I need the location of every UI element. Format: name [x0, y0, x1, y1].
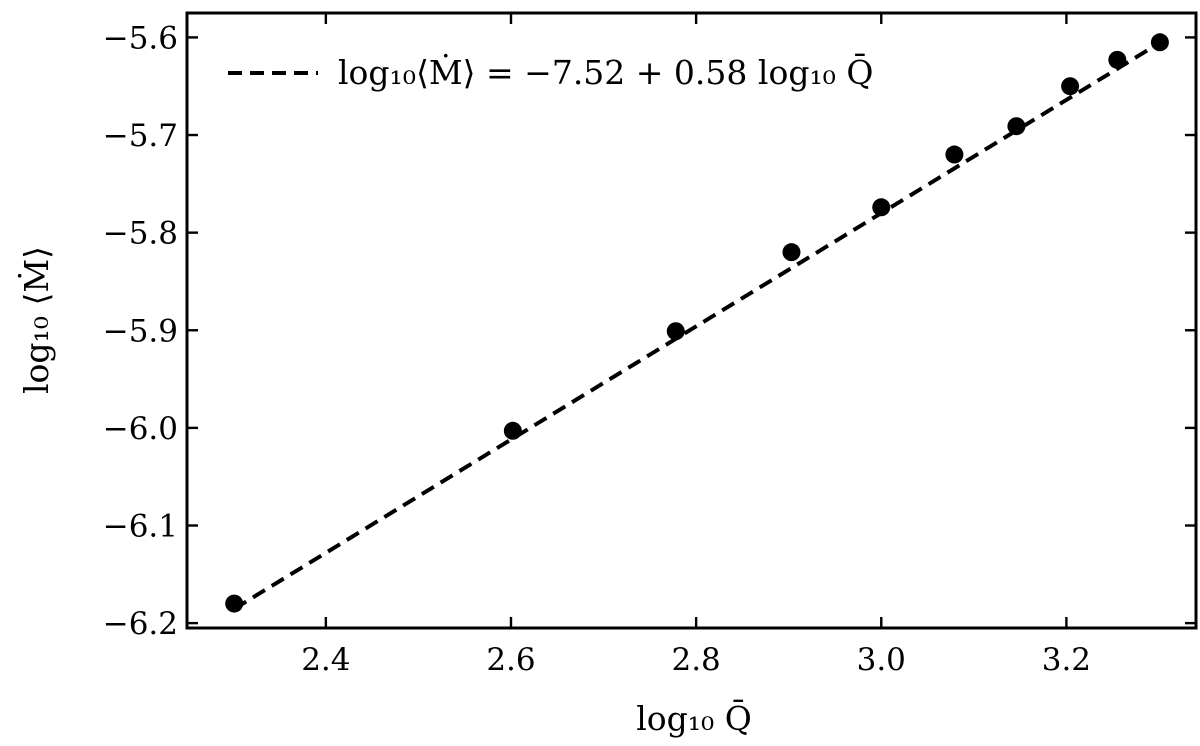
- y-axis-title: log₁₀ ⟨Ṁ⟩: [17, 246, 56, 394]
- y-axis: −5.6 −5.7 −5.8 −5.9 −6.0 −6.1 −6.2: [103, 20, 1196, 642]
- data-point: [1061, 77, 1080, 96]
- plot-frame: [185, 11, 1198, 630]
- x-axis: 2.4 2.6 2.8 3.0 3.2: [301, 13, 1091, 678]
- y-tick-label: −5.9: [103, 313, 178, 349]
- y-tick-label: −5.7: [103, 118, 178, 154]
- x-tick-label: 3.0: [857, 642, 906, 678]
- plot-area: [185, 11, 1198, 630]
- data-points: [225, 33, 1169, 613]
- y-tick-label: −6.1: [103, 509, 178, 545]
- data-point: [503, 421, 522, 440]
- y-tick-label: −5.8: [103, 216, 178, 252]
- y-tick-label: −6.0: [103, 411, 178, 447]
- x-tick-label: 2.4: [301, 642, 350, 678]
- data-point: [872, 198, 891, 217]
- y-tick-label: −5.6: [103, 20, 178, 56]
- data-point: [1150, 33, 1169, 52]
- legend: log₁₀⟨Ṁ⟩ = −7.52 + 0.58 log₁₀ Q̄: [228, 52, 873, 92]
- data-point: [666, 322, 685, 341]
- y-tick-label: −6.2: [103, 606, 178, 642]
- data-point: [1108, 50, 1127, 69]
- fit-line-layer: [233, 40, 1161, 611]
- data-point: [1007, 117, 1026, 136]
- data-point: [782, 243, 801, 262]
- data-point: [225, 594, 244, 613]
- x-tick-label: 2.6: [486, 642, 535, 678]
- x-tick-label: 3.2: [1042, 642, 1091, 678]
- x-axis-title: log₁₀ Q̄: [636, 698, 752, 738]
- x-tick-label: 2.8: [671, 642, 720, 678]
- legend-label: log₁₀⟨Ṁ⟩ = −7.52 + 0.58 log₁₀ Q̄: [338, 52, 873, 92]
- data-point: [945, 145, 964, 164]
- fit-line: [233, 40, 1161, 611]
